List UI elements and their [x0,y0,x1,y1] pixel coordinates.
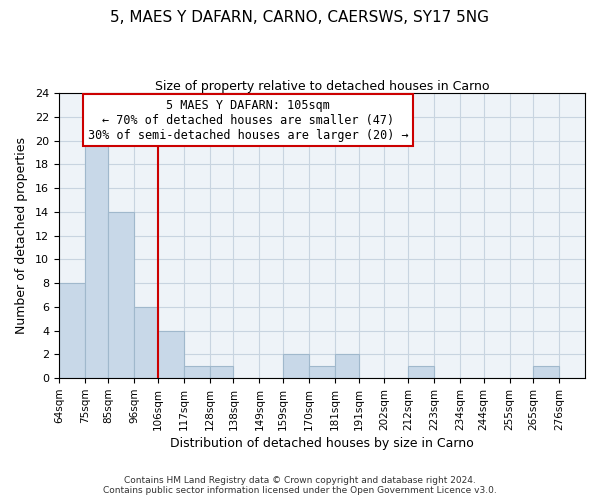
Bar [533,366,559,378]
Text: Contains HM Land Registry data © Crown copyright and database right 2024.
Contai: Contains HM Land Registry data © Crown c… [103,476,497,495]
Bar [134,307,158,378]
Y-axis label: Number of detached properties: Number of detached properties [15,137,28,334]
Bar [158,330,184,378]
Title: Size of property relative to detached houses in Carno: Size of property relative to detached ho… [155,80,489,93]
Bar [109,212,134,378]
Bar [184,366,210,378]
Bar [309,366,335,378]
Bar [335,354,359,378]
Bar [408,366,434,378]
Bar [210,366,233,378]
X-axis label: Distribution of detached houses by size in Carno: Distribution of detached houses by size … [170,437,474,450]
Bar [283,354,309,378]
Bar [59,283,85,378]
Text: 5 MAES Y DAFARN: 105sqm
← 70% of detached houses are smaller (47)
30% of semi-de: 5 MAES Y DAFARN: 105sqm ← 70% of detache… [88,98,409,142]
Text: 5, MAES Y DAFARN, CARNO, CAERSWS, SY17 5NG: 5, MAES Y DAFARN, CARNO, CAERSWS, SY17 5… [110,10,490,25]
Bar [85,140,109,378]
